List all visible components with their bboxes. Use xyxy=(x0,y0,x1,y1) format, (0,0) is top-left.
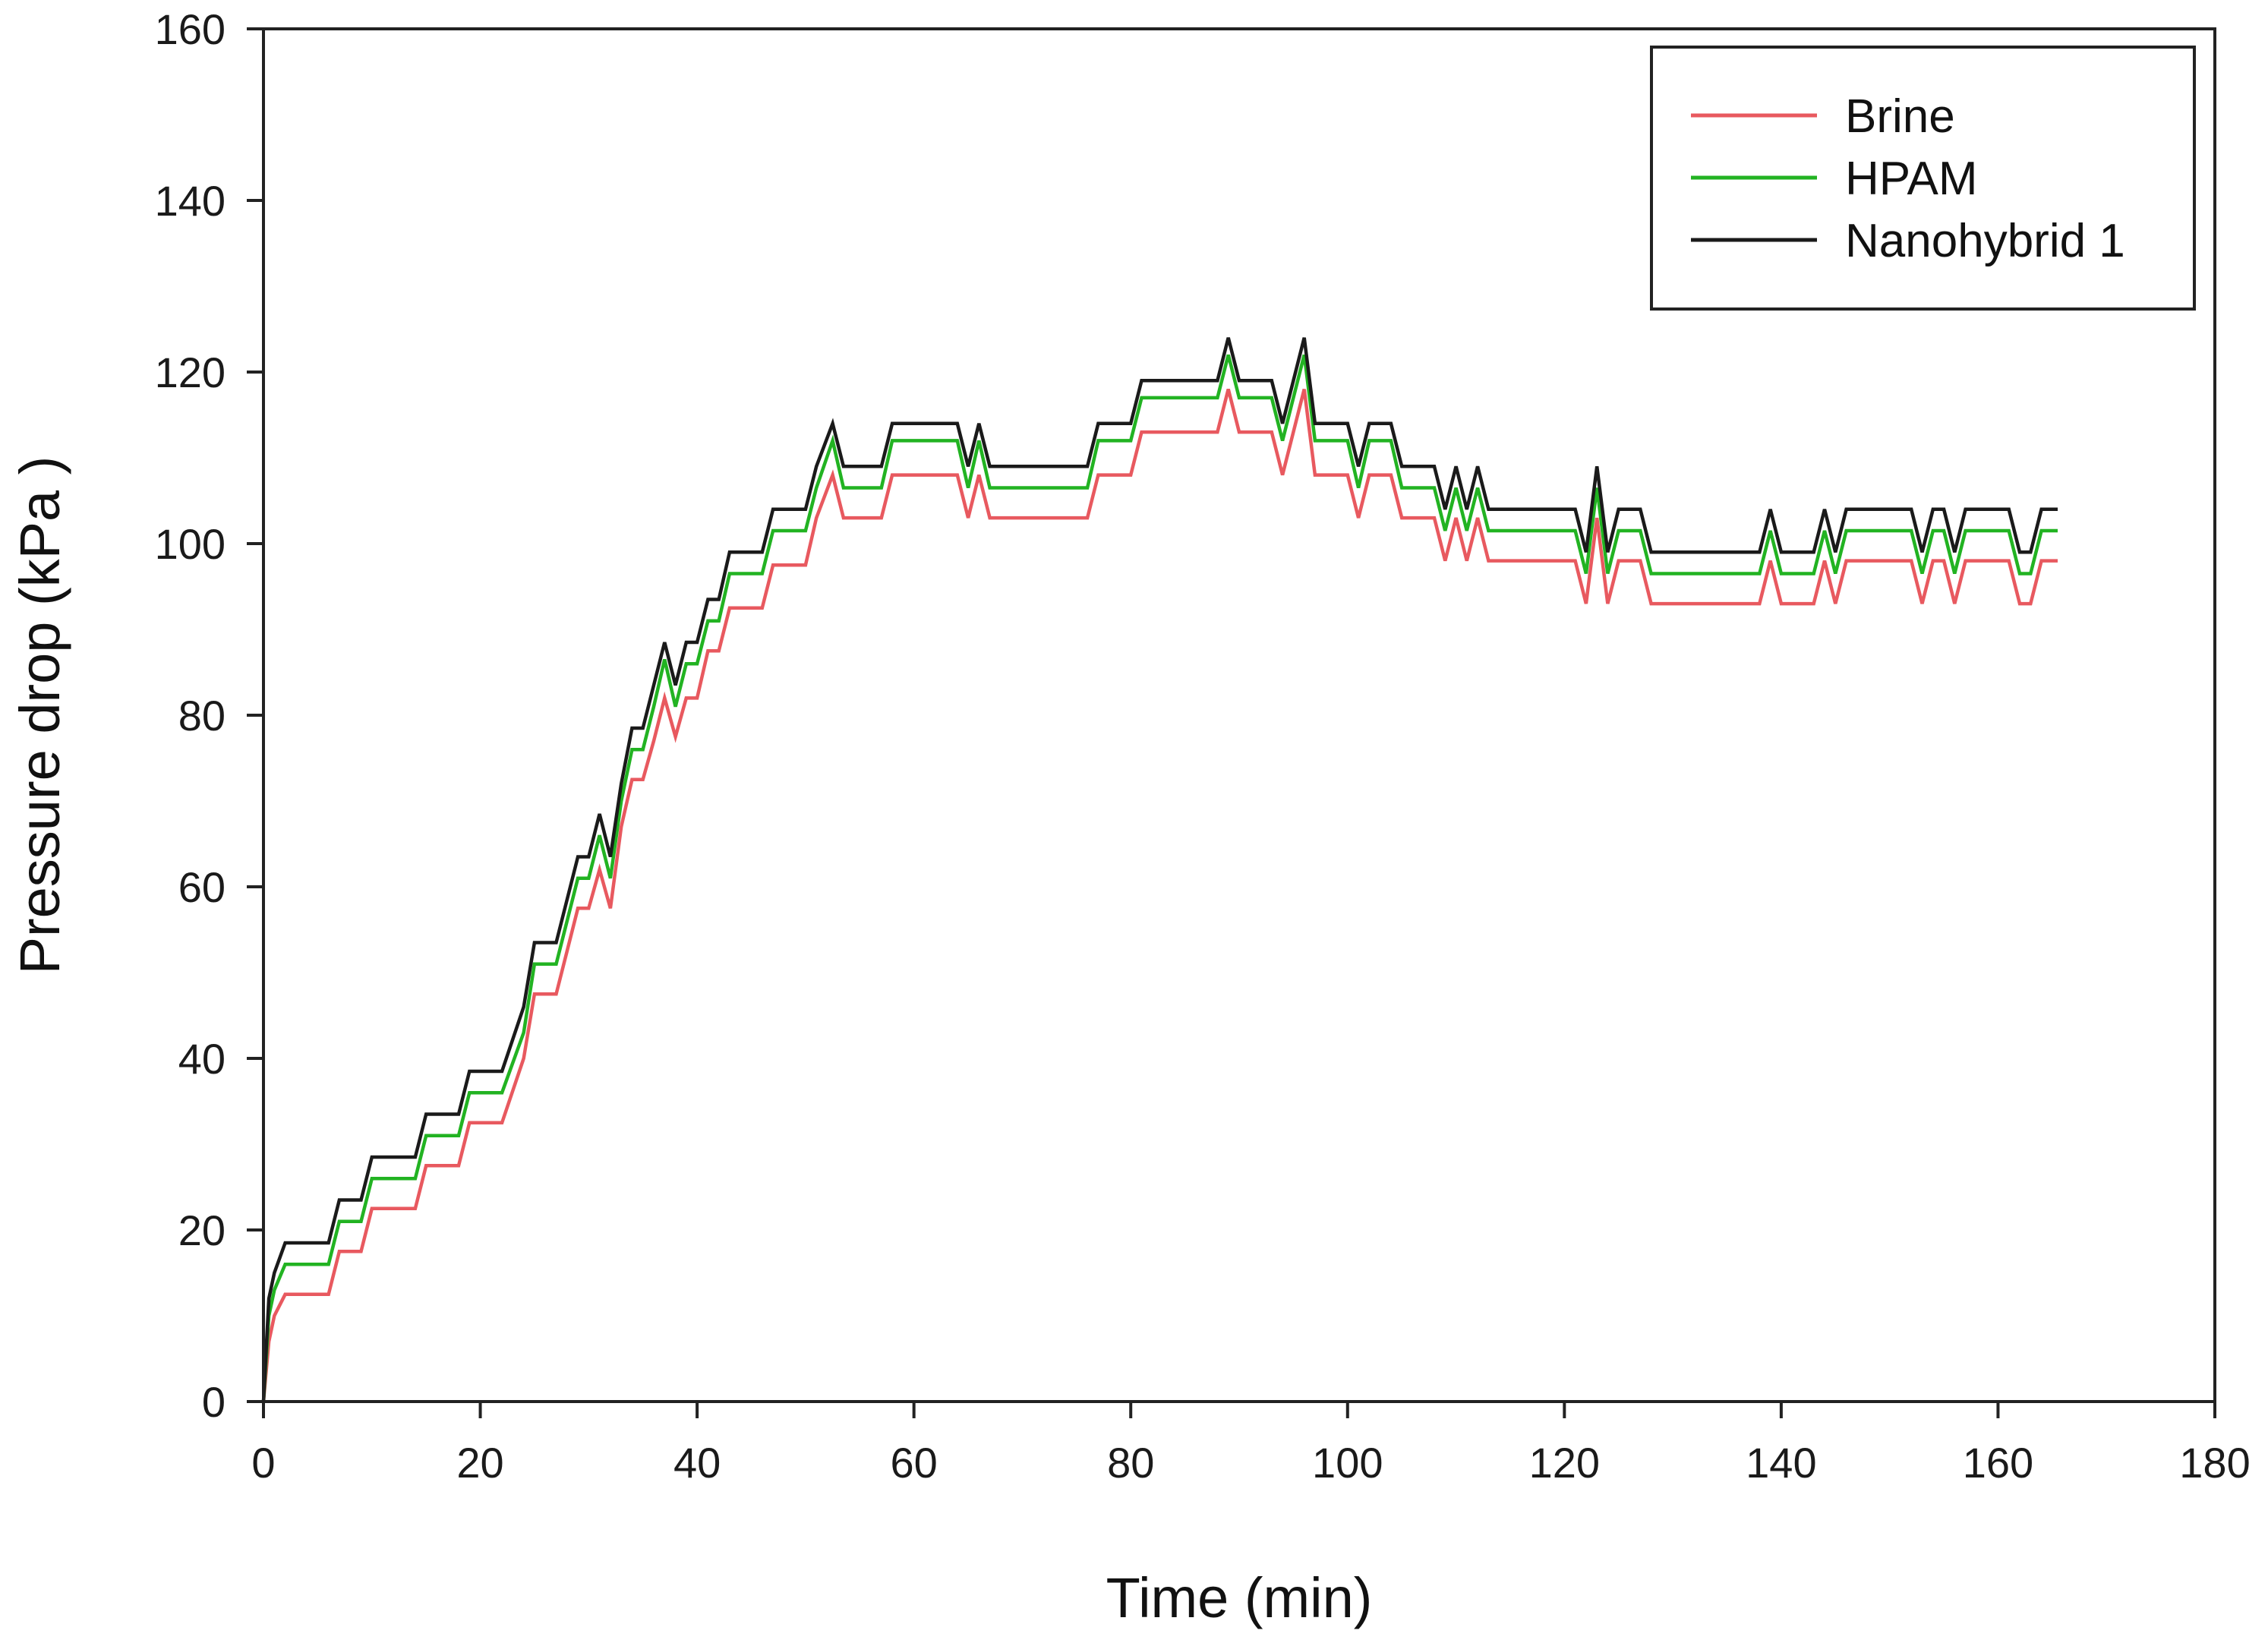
y-tick-label: 0 xyxy=(202,1378,226,1426)
x-tick-label: 40 xyxy=(673,1439,721,1487)
legend-label-1: HPAM xyxy=(1845,153,1978,205)
y-axis-title: Pressure drop (kPa ) xyxy=(8,456,71,975)
y-axis: 0 20 40 60 80 100 120 140 160 xyxy=(155,5,263,1426)
x-tick-label: 20 xyxy=(456,1439,503,1487)
x-tick-label: 0 xyxy=(251,1439,275,1487)
x-tick-label: 140 xyxy=(1746,1439,1816,1487)
legend-label-0: Brine xyxy=(1845,90,1955,143)
y-tick-label: 80 xyxy=(178,692,226,740)
y-tick-label: 40 xyxy=(178,1035,226,1083)
x-tick-label: 160 xyxy=(1963,1439,2033,1487)
x-tick-label: 60 xyxy=(891,1439,938,1487)
x-tick-label: 120 xyxy=(1529,1439,1600,1487)
y-tick-label: 120 xyxy=(155,348,226,396)
x-tick-label: 100 xyxy=(1312,1439,1383,1487)
series-line-1 xyxy=(261,354,2058,1402)
series-layer xyxy=(261,337,2058,1402)
x-tick-label: 80 xyxy=(1107,1439,1154,1487)
y-tick-label: 20 xyxy=(178,1206,226,1254)
legend: Brine HPAM Nanohybrid 1 xyxy=(1650,46,2196,311)
x-axis-title: Time (min) xyxy=(1106,1566,1373,1629)
y-tick-label: 100 xyxy=(155,520,226,568)
y-tick-label: 60 xyxy=(178,863,226,911)
y-tick-label: 140 xyxy=(155,177,226,225)
y-tick-label: 160 xyxy=(155,5,226,53)
series-line-2 xyxy=(261,337,2058,1402)
x-tick-label: 180 xyxy=(2179,1439,2250,1487)
series-line-0 xyxy=(261,389,2058,1402)
legend-label-2: Nanohybrid 1 xyxy=(1845,215,2125,267)
x-axis: 0 20 40 60 80 100 120 140 160 180 xyxy=(251,1402,2251,1487)
